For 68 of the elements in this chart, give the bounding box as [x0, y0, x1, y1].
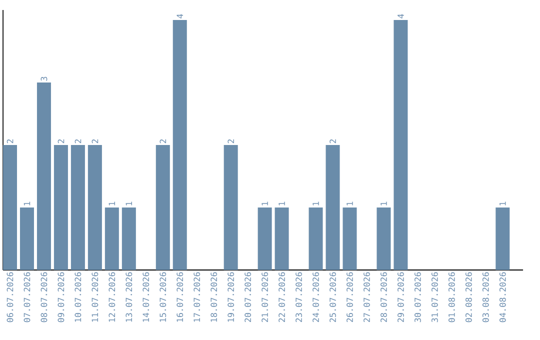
- x-tick-label: 21.07.2026: [262, 272, 268, 322]
- bar: [308, 208, 323, 270]
- data-label: 4: [398, 14, 404, 18]
- data-label: 2: [330, 139, 336, 144]
- data-label: 2: [92, 139, 98, 144]
- bar: [224, 144, 238, 270]
- bar: [70, 144, 85, 270]
- data-label: 1: [312, 202, 319, 206]
- x-tick-label: 06.07.2026: [6, 272, 14, 322]
- bar: [172, 20, 187, 270]
- x-tick-label: 24.07.2026: [312, 272, 319, 322]
- data-label: 1: [24, 202, 30, 206]
- x-tick-label: 09.07.2026: [58, 272, 64, 322]
- x-tick-label: 20.07.2026: [244, 272, 252, 322]
- data-label: 4: [176, 14, 183, 18]
- x-tick-label: 19.07.2026: [228, 272, 234, 322]
- x-tick-label: 26.07.2026: [346, 272, 353, 322]
- bar: [54, 144, 68, 270]
- x-tick-label: 02.08.2026: [465, 272, 472, 322]
- x-tick-label: 17.07.2026: [194, 272, 200, 322]
- x-tick-label: 30.07.2026: [414, 272, 421, 322]
- data-label: 2: [160, 139, 166, 144]
- bar: [122, 208, 136, 270]
- bar: [496, 208, 510, 270]
- x-tick-label: 23.07.2026: [296, 272, 302, 322]
- x-tick-label: 01.08.2026: [448, 272, 455, 322]
- bar: [394, 20, 408, 270]
- x-tick-label: 10.07.2026: [74, 272, 82, 322]
- data-label: 2: [228, 139, 234, 144]
- x-tick-label: 25.07.2026: [330, 272, 336, 322]
- data-label: 1: [500, 202, 506, 206]
- data-label: 2: [74, 139, 82, 144]
- data-label: 1: [126, 202, 132, 206]
- data-label: 2: [6, 139, 14, 144]
- x-tick-label: 28.07.2026: [380, 272, 387, 322]
- data-label: 1: [262, 202, 268, 206]
- x-tick-label: 15.07.2026: [160, 272, 166, 322]
- x-tick-label: 14.07.2026: [142, 272, 150, 322]
- x-tick-label: 16.07.2026: [176, 272, 184, 322]
- data-label: 1: [380, 202, 387, 206]
- bar: [36, 82, 51, 270]
- bar: [274, 208, 289, 270]
- bar: [104, 208, 119, 270]
- data-label: 2: [58, 139, 64, 144]
- data-label: 1: [108, 202, 116, 206]
- x-tick-label: 18.07.2026: [210, 272, 218, 322]
- bar: [342, 208, 357, 270]
- x-tick-label: 13.07.2026: [126, 272, 132, 322]
- x-tick-label: 29.07.2026: [398, 272, 404, 322]
- data-label: 1: [346, 202, 353, 206]
- bar: [20, 208, 34, 270]
- bar: [376, 208, 391, 270]
- bar: [326, 144, 340, 270]
- bar: [88, 144, 102, 270]
- bar: [258, 208, 272, 270]
- data-label: 3: [40, 76, 48, 81]
- x-tick-label: 08.07.2026: [40, 272, 48, 322]
- x-tick-label: 03.08.2026: [482, 272, 489, 322]
- x-tick-label: 07.07.2026: [24, 272, 30, 322]
- x-tick-label: 31.07.2026: [432, 272, 438, 322]
- x-tick-label: 12.07.2026: [108, 272, 116, 322]
- bar: [156, 144, 170, 270]
- x-tick-label: 11.07.2026: [92, 272, 98, 322]
- x-tick-label: 22.07.2026: [278, 272, 286, 322]
- x-tick-label: 04.08.2026: [499, 272, 506, 322]
- x-tick-label: 27.07.2026: [364, 272, 370, 322]
- bar: [3, 144, 17, 270]
- data-label: 1: [278, 202, 285, 206]
